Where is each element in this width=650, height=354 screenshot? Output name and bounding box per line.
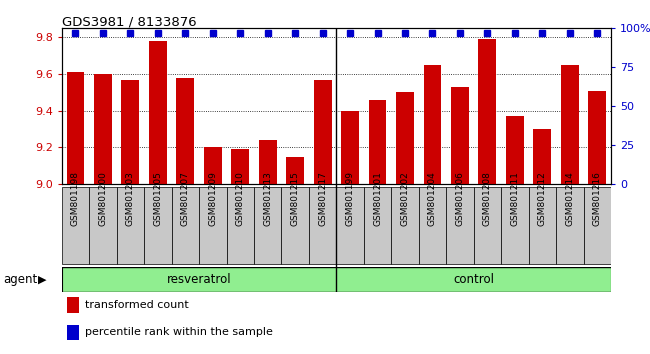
Bar: [227, 187, 254, 264]
Text: resveratrol: resveratrol: [167, 273, 231, 286]
Text: percentile rank within the sample: percentile rank within the sample: [84, 327, 273, 337]
Bar: [337, 187, 364, 264]
Text: GSM801214: GSM801214: [566, 171, 575, 226]
Text: GSM801202: GSM801202: [400, 171, 410, 226]
Bar: [451, 87, 469, 184]
Text: GSM801211: GSM801211: [510, 171, 519, 226]
Text: transformed count: transformed count: [84, 300, 188, 310]
Text: GSM801213: GSM801213: [263, 171, 272, 226]
Bar: [369, 100, 387, 184]
Text: GSM801204: GSM801204: [428, 171, 437, 226]
Bar: [364, 187, 391, 264]
Text: GSM801203: GSM801203: [126, 171, 135, 226]
Text: GSM801208: GSM801208: [483, 171, 492, 226]
Bar: [62, 187, 89, 264]
Bar: [89, 187, 117, 264]
Bar: [281, 187, 309, 264]
Text: GDS3981 / 8133876: GDS3981 / 8133876: [62, 16, 196, 29]
Bar: [117, 187, 144, 264]
Bar: [286, 156, 304, 184]
Bar: [528, 187, 556, 264]
Text: GSM801199: GSM801199: [346, 171, 355, 226]
Text: GSM801198: GSM801198: [71, 171, 80, 226]
Bar: [419, 187, 446, 264]
Bar: [446, 187, 474, 264]
Bar: [588, 91, 606, 184]
Bar: [424, 65, 441, 184]
Bar: [122, 80, 139, 184]
Text: GSM801215: GSM801215: [291, 171, 300, 226]
Bar: [67, 297, 79, 313]
Bar: [534, 129, 551, 184]
Text: GSM801207: GSM801207: [181, 171, 190, 226]
Bar: [231, 149, 249, 184]
Bar: [176, 78, 194, 184]
Bar: [341, 111, 359, 184]
Text: GSM801212: GSM801212: [538, 171, 547, 226]
Bar: [584, 187, 611, 264]
Bar: [396, 92, 414, 184]
Text: GSM801206: GSM801206: [456, 171, 465, 226]
Text: control: control: [453, 273, 494, 286]
Bar: [391, 187, 419, 264]
Bar: [149, 41, 167, 184]
Bar: [501, 187, 528, 264]
Bar: [144, 187, 172, 264]
Bar: [67, 325, 79, 341]
Bar: [556, 187, 584, 264]
Text: GSM801217: GSM801217: [318, 171, 327, 226]
Text: GSM801209: GSM801209: [208, 171, 217, 226]
Text: GSM801210: GSM801210: [236, 171, 245, 226]
Bar: [259, 140, 277, 184]
Bar: [204, 147, 222, 184]
Bar: [199, 187, 227, 264]
Text: agent: agent: [3, 273, 38, 286]
Bar: [94, 74, 112, 184]
Bar: [314, 80, 332, 184]
Bar: [478, 39, 497, 184]
Bar: [561, 65, 579, 184]
Bar: [62, 267, 337, 292]
Bar: [172, 187, 199, 264]
Bar: [254, 187, 281, 264]
Text: GSM801200: GSM801200: [98, 171, 107, 226]
Text: GSM801201: GSM801201: [373, 171, 382, 226]
Text: ▶: ▶: [38, 275, 47, 285]
Text: GSM801205: GSM801205: [153, 171, 162, 226]
Bar: [309, 187, 337, 264]
Bar: [66, 72, 84, 184]
Bar: [474, 187, 501, 264]
Bar: [506, 116, 524, 184]
Text: GSM801216: GSM801216: [593, 171, 602, 226]
Bar: [337, 267, 611, 292]
